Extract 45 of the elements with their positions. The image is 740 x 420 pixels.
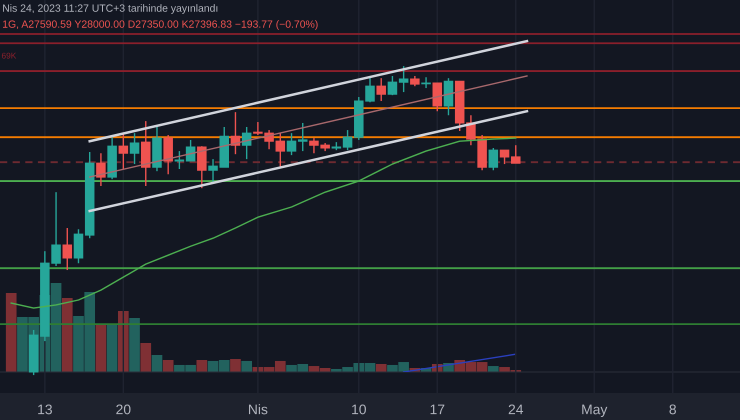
bar: [376, 364, 387, 372]
x-tick-label: 24: [508, 404, 524, 414]
chart-title: Nis 24, 2023 11:27 UTC+3 tarihinde yayınlandı: [3, 4, 218, 14]
candlestick: [130, 132, 140, 165]
ref-line-label: 69K: [2, 52, 16, 59]
candlestick: [118, 132, 128, 170]
candlestick: [388, 75, 398, 96]
chart-subtitle: 1G, A27590.59 Y28000.00 D27350.00 K27396.83 −193.77 (−0.70%): [3, 20, 318, 30]
x-tick-label: 8: [669, 404, 676, 414]
candlestick: [309, 137, 319, 154]
bar: [62, 298, 73, 372]
candlestick: [174, 150, 184, 170]
x-tick-label: May: [582, 404, 608, 418]
bar: [162, 360, 174, 372]
candlestick: [51, 191, 61, 267]
candlestick: [96, 152, 106, 187]
bar: [241, 360, 252, 372]
candlestick: [488, 147, 498, 171]
bar: [96, 324, 106, 372]
candlestick: [197, 145, 207, 189]
bar: [488, 366, 499, 372]
bar: [106, 324, 118, 372]
candlestick: [186, 139, 196, 162]
bar: [129, 318, 140, 372]
candlestick: [253, 121, 263, 136]
candlestick: [421, 76, 431, 89]
candlestick: [163, 134, 173, 175]
bar: [196, 360, 208, 372]
x-tick-label: 20: [116, 404, 131, 414]
bar: [152, 355, 162, 372]
candlestick: [376, 77, 386, 102]
candlestick: [410, 75, 420, 87]
candlestick: [398, 65, 408, 93]
x-tick-label: 13: [38, 404, 52, 414]
candlestick: [242, 126, 252, 160]
candlestick: [432, 82, 442, 112]
x-tick-label: 10: [352, 404, 366, 414]
x-tick-label: 17: [430, 404, 444, 414]
x-tick-label: Nis: [248, 404, 268, 414]
bar: [6, 292, 17, 372]
bar: [140, 342, 152, 372]
candlestick: [230, 111, 240, 155]
candlestick: [74, 228, 84, 264]
candlestick: [62, 227, 72, 271]
bar: [230, 359, 241, 372]
